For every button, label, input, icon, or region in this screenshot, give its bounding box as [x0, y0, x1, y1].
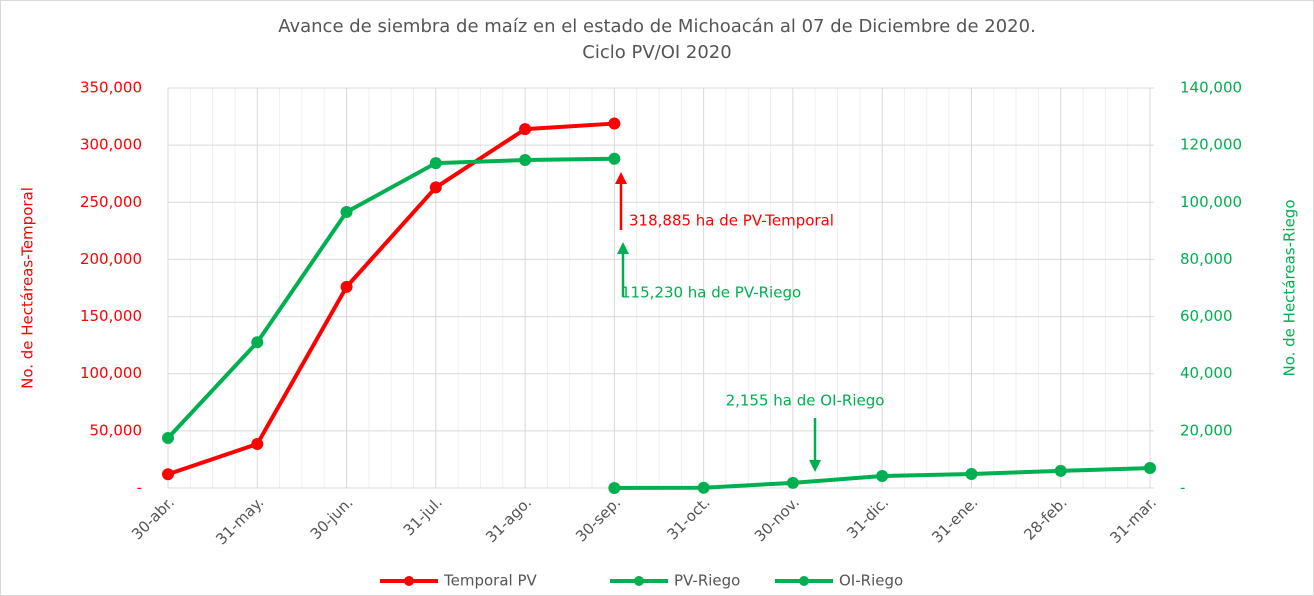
data-point — [429, 157, 442, 170]
y-tick-label: 350,000 — [80, 79, 142, 97]
y-tick-label: 150,000 — [80, 307, 142, 325]
y2-tick-label: 100,000 — [1180, 193, 1242, 211]
annotation: 2,155 ha de OI-Riego — [726, 392, 885, 410]
y-tick-label: 100,000 — [80, 364, 142, 382]
legend-marker — [799, 576, 809, 586]
data-point — [519, 154, 532, 166]
data-point — [786, 476, 799, 489]
data-point — [162, 468, 174, 481]
y-tick-label: 300,000 — [80, 136, 142, 154]
y2-tick-label: 20,000 — [1180, 421, 1233, 439]
series-line — [166, 156, 615, 440]
legend-marker — [634, 576, 644, 586]
series-line — [167, 121, 615, 477]
y2-tick-label: - — [1180, 479, 1185, 497]
y2-tick-label: 60,000 — [1180, 307, 1233, 325]
data-point — [162, 432, 174, 444]
y-tick-label: - — [137, 479, 142, 497]
data-point — [340, 206, 353, 218]
y2-tick-label: 140,000 — [1180, 79, 1242, 97]
y-tick-label: 50,000 — [90, 421, 143, 439]
data-point — [697, 481, 710, 494]
y-axis-label: No. de Hectáreas-Temporal — [19, 187, 37, 389]
data-point — [251, 438, 264, 450]
chart-title: Avance de siembra de maíz en el estado d… — [278, 16, 1036, 37]
y-tick-label: 250,000 — [80, 193, 142, 211]
data-point — [1054, 464, 1067, 477]
annotation: 318,885 ha de PV-Temporal — [629, 212, 834, 230]
y-tick-label: 200,000 — [80, 250, 142, 268]
legend-label: PV-Riego — [674, 572, 740, 590]
legend-marker — [404, 576, 414, 586]
y2-tick-label: 80,000 — [1180, 250, 1233, 268]
data-point — [965, 468, 978, 480]
data-point — [519, 123, 532, 136]
data-point — [1144, 462, 1156, 474]
arrowhead — [809, 460, 821, 472]
data-point — [429, 181, 442, 194]
legend-label: OI-Riego — [839, 572, 903, 590]
grid — [167, 87, 1151, 489]
annotation-arrows — [615, 172, 821, 472]
data-point — [251, 336, 264, 349]
arrowhead — [615, 172, 627, 184]
y2-axis-label: No. de Hectáreas-Riego — [1281, 199, 1299, 376]
data-point — [608, 117, 621, 130]
data-point — [608, 152, 621, 165]
chart-subtitle: Ciclo PV/OI 2020 — [582, 42, 731, 63]
y2-tick-label: 120,000 — [1180, 136, 1242, 154]
annotation: 115,230 ha de PV-Riego — [621, 284, 801, 302]
y2-tick-label: 40,000 — [1180, 364, 1233, 382]
data-point — [608, 482, 621, 494]
data-point — [340, 280, 353, 293]
arrowhead — [617, 242, 629, 254]
legend-label: Temporal PV — [443, 572, 537, 590]
data-point — [876, 470, 889, 482]
